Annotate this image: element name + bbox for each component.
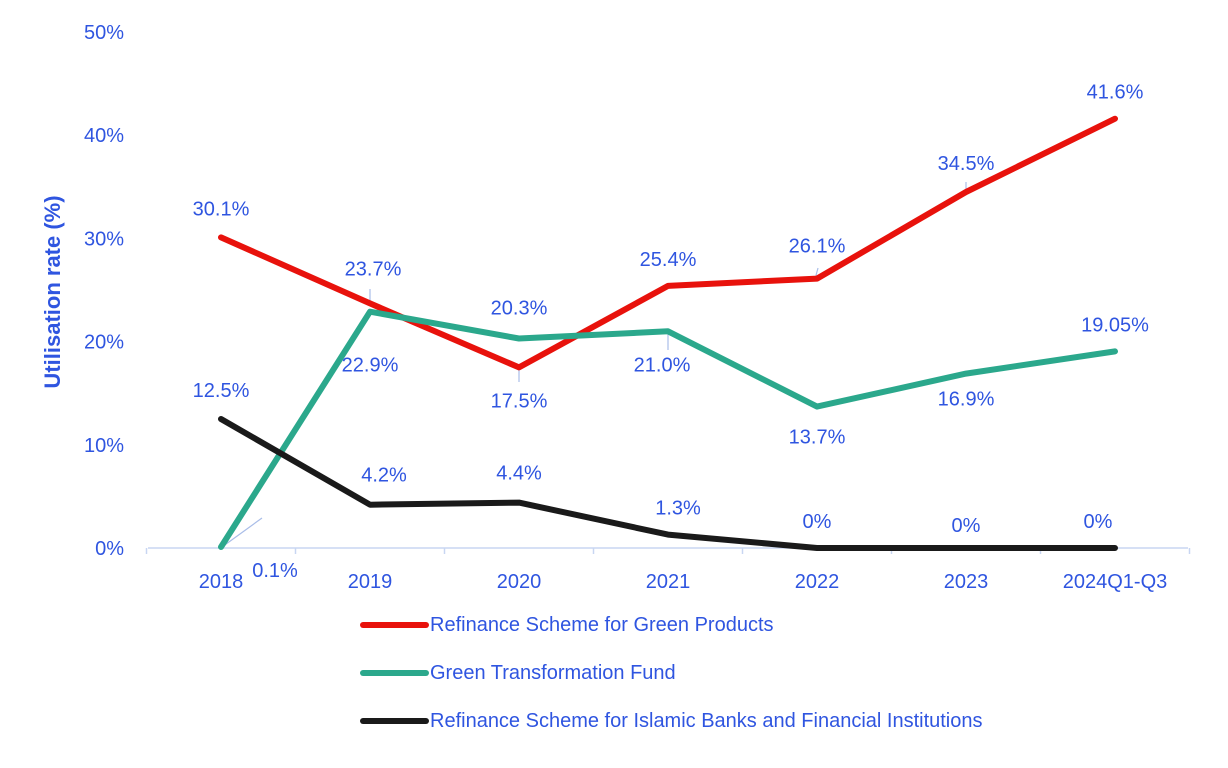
series-lines [218, 115, 1118, 551]
x-tick-label: 2019 [348, 571, 393, 593]
data-label: 34.5% [938, 153, 995, 175]
data-label: 17.5% [491, 390, 548, 412]
y-tick-label: 0% [95, 538, 124, 560]
x-tick-label: 2018 [199, 571, 244, 593]
data-label: 0% [803, 511, 832, 533]
data-label: 4.4% [496, 463, 542, 485]
y-axis-label: Utilisation rate (%) [40, 195, 65, 388]
y-axis-ticks: 0% 10% 20% 30% 40% 50% [84, 22, 124, 560]
y-tick-label: 50% [84, 22, 124, 44]
data-label: 25.4% [640, 249, 697, 271]
x-tick-label: 2023 [944, 571, 989, 593]
x-tick-label: 2021 [646, 571, 691, 593]
data-label: 21.0% [634, 354, 691, 376]
legend-label: Green Transformation Fund [430, 662, 676, 684]
data-label: 26.1% [789, 236, 846, 258]
data-label: 0% [1084, 511, 1113, 533]
y-tick-label: 20% [84, 332, 124, 354]
y-tick-label: 30% [84, 228, 124, 250]
x-tick-label: 2024Q1-Q3 [1063, 571, 1168, 593]
data-label: 30.1% [193, 198, 250, 220]
series-line-3 [218, 416, 1118, 551]
x-tick-label: 2020 [497, 571, 542, 593]
x-tick-label: 2022 [795, 571, 840, 593]
data-label: 13.7% [789, 427, 846, 449]
data-label: 4.2% [361, 465, 407, 487]
data-label: 22.9% [342, 355, 399, 377]
data-label: 12.5% [193, 380, 250, 402]
data-labels: 30.1% 23.7% 17.5% 25.4% 26.1% 34.5% 41.6% 0.1% 2… [193, 82, 1149, 582]
y-tick-label: 10% [84, 435, 124, 457]
data-label: 23.7% [345, 258, 402, 280]
data-label: 19.05% [1081, 314, 1149, 336]
x-axis-ticks: 2018 2019 2020 2021 2022 2023 2024Q1-Q3 [145, 548, 1191, 593]
legend-label: Refinance Scheme for Islamic Banks and F… [430, 710, 983, 732]
y-tick-label: 40% [84, 125, 124, 147]
data-label: 0% [952, 515, 981, 537]
legend-label: Refinance Scheme for Green Products [430, 614, 774, 636]
legend: Refinance Scheme for Green Products Green… [360, 614, 983, 732]
data-label: 0.1% [252, 560, 298, 582]
data-label: 41.6% [1087, 82, 1144, 104]
data-label: 1.3% [655, 498, 701, 520]
data-label: 20.3% [491, 298, 548, 320]
leader-line [221, 517, 263, 548]
data-label: 16.9% [938, 389, 995, 411]
